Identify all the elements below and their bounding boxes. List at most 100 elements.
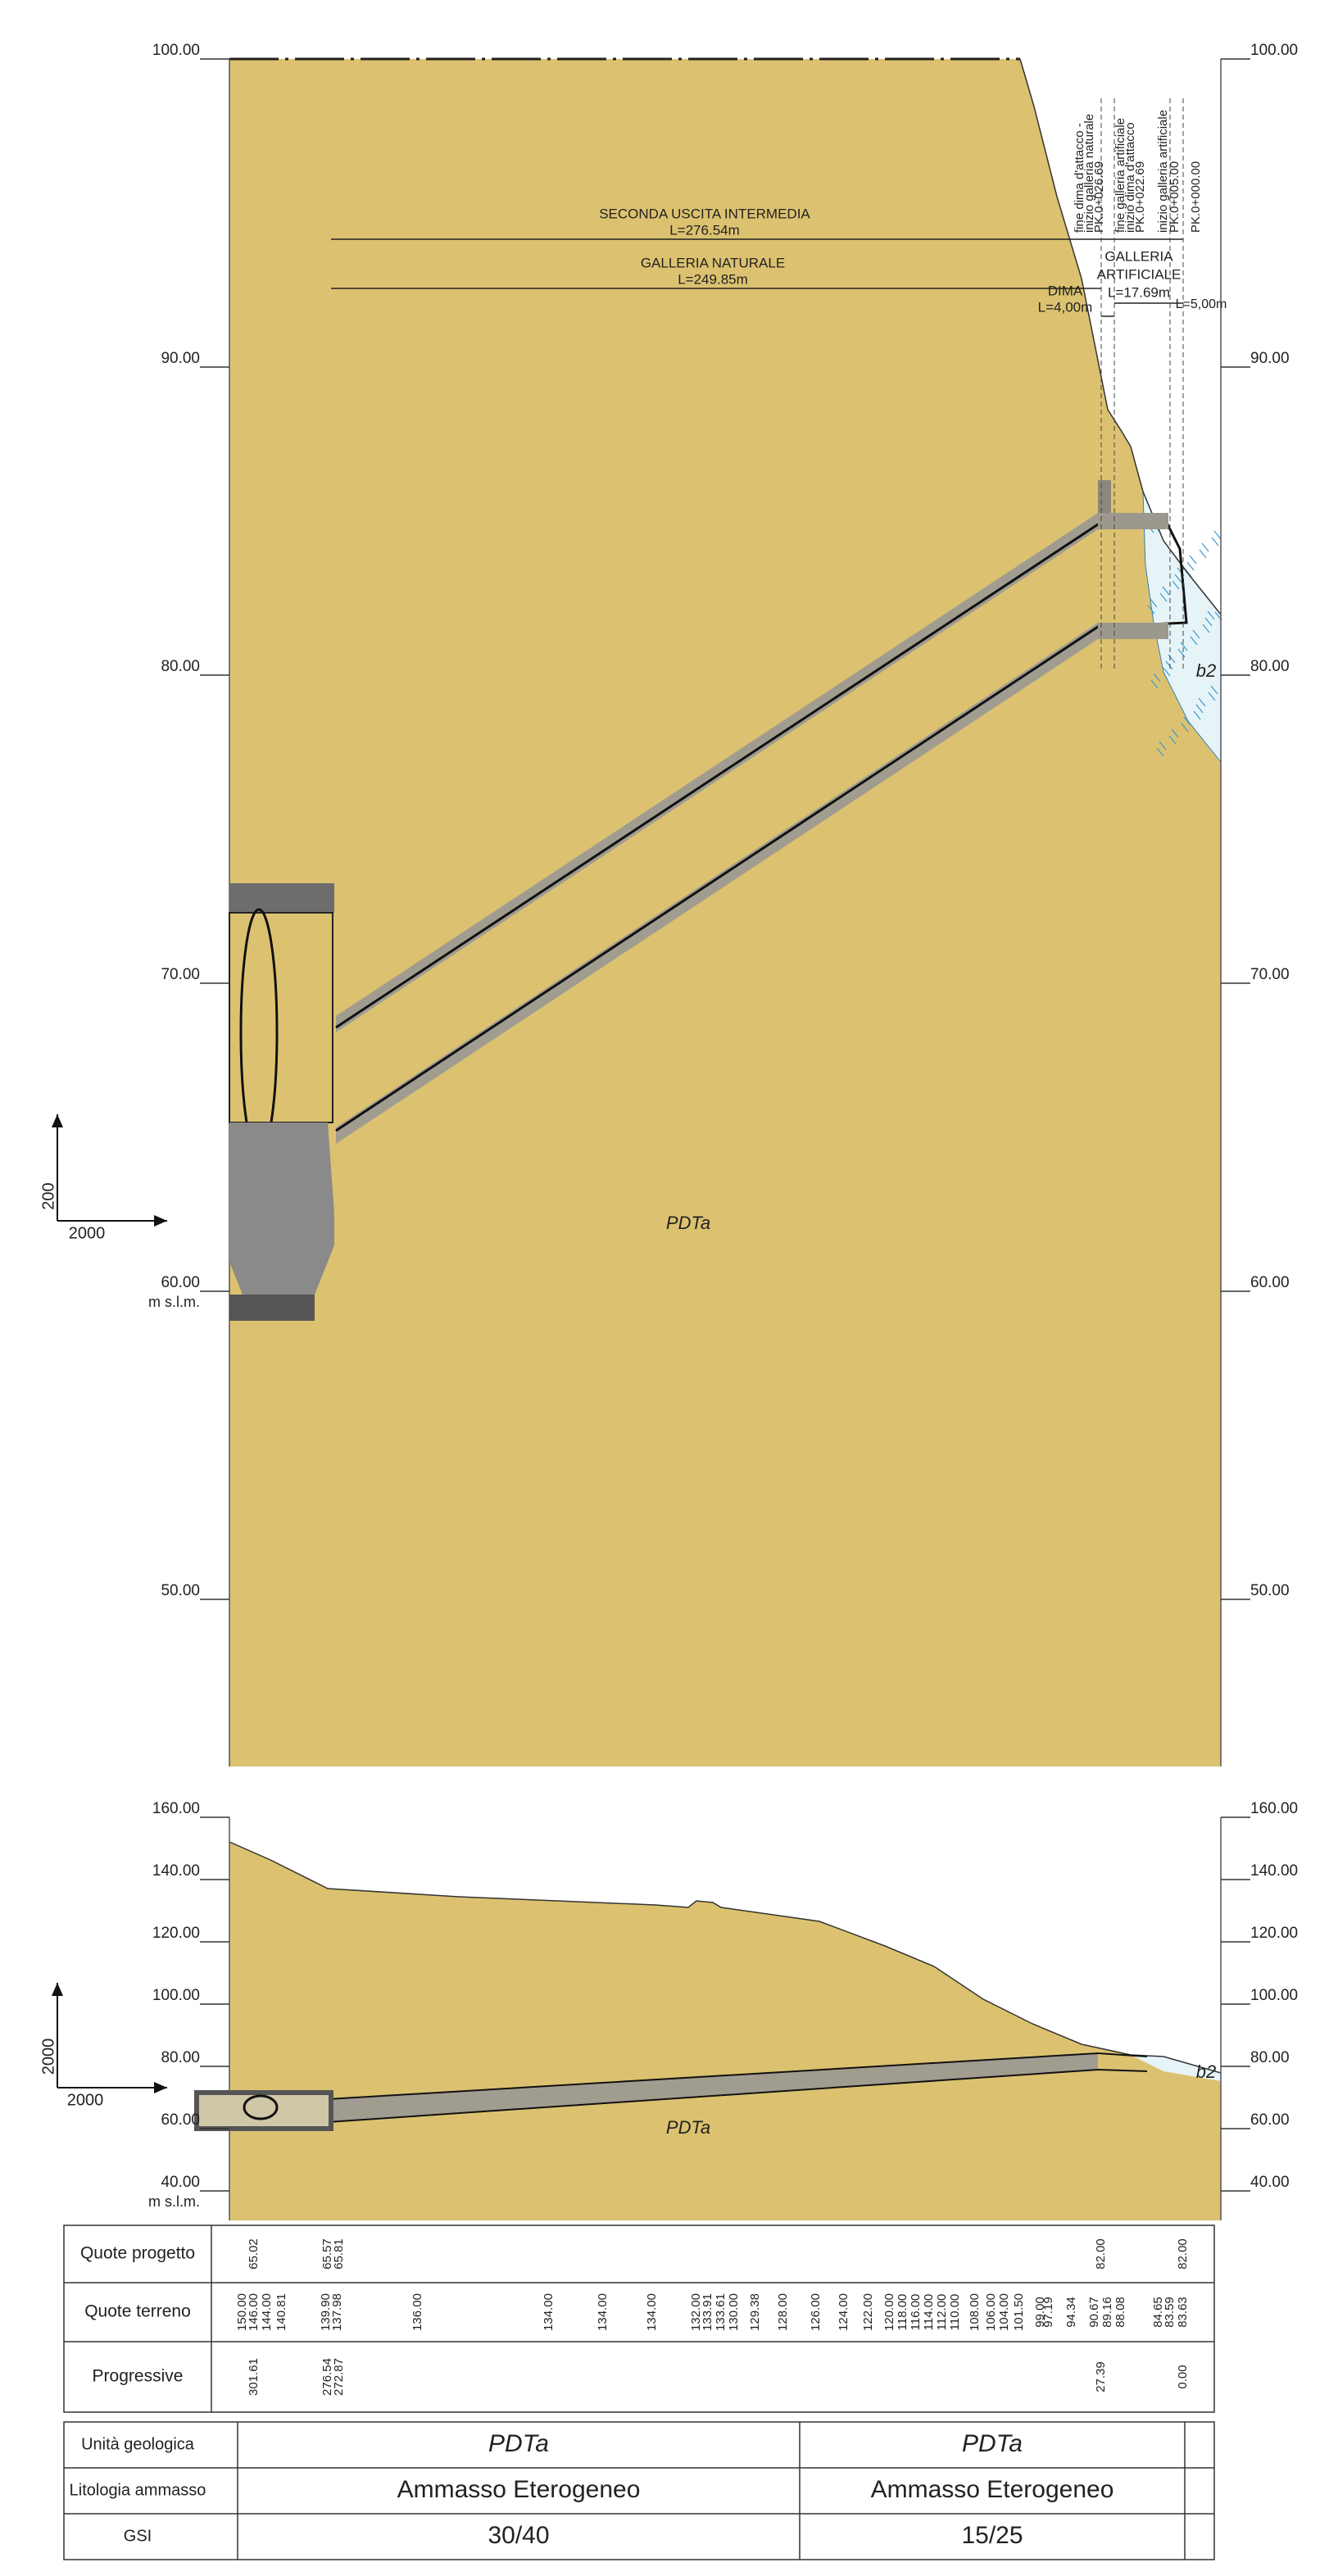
row-value: 136.00 xyxy=(410,2293,424,2331)
unit-cell: PDTa xyxy=(488,2430,549,2457)
elevation-label: 40.00 xyxy=(161,2174,200,2191)
gsi-cell: 15/25 xyxy=(961,2522,1023,2549)
row-value: 134.00 xyxy=(645,2293,659,2331)
row-value: 27.39 xyxy=(1094,2361,1108,2392)
b2-hatch xyxy=(1162,586,1170,596)
dimension-length: L=249.85m xyxy=(678,271,748,287)
row-value: 90.67 xyxy=(1087,2297,1101,2328)
station-label: PK.0+005.00 xyxy=(1168,161,1182,233)
b2-hatch xyxy=(1198,697,1206,707)
row-value: 84.65 xyxy=(1151,2297,1165,2328)
row-value: 114.00 xyxy=(922,2294,936,2331)
ground xyxy=(229,59,1221,1766)
row-value: 120.00 xyxy=(882,2293,896,2331)
b2-hatch xyxy=(1207,610,1215,620)
station-label: inizio galleria artificiale xyxy=(1156,110,1170,233)
unit-label: b2 xyxy=(1196,660,1216,681)
row-value: 140.81 xyxy=(274,2293,288,2331)
elevation-label: 70.00 xyxy=(1250,966,1290,983)
scale-label: 200 xyxy=(39,1182,57,1209)
b2-hatch xyxy=(1153,673,1161,683)
row-value: 101.50 xyxy=(1012,2293,1026,2331)
elevation-label: 50.00 xyxy=(1250,1582,1290,1599)
b2-hatch xyxy=(1211,537,1219,546)
b2-hatch xyxy=(1165,660,1173,670)
b2-hatch xyxy=(1150,598,1158,608)
b2-hatch xyxy=(1193,710,1201,720)
row-value: 82.00 xyxy=(1176,2238,1190,2270)
header-cell: Unità geologica xyxy=(81,2435,195,2453)
elevation-label: 60.00 xyxy=(161,1274,200,1291)
unit-cell: PDTa xyxy=(962,2430,1023,2457)
tunnel-edge xyxy=(327,2052,1148,2100)
shaft xyxy=(194,2090,333,2131)
b2-hatch xyxy=(1150,679,1159,689)
elevation-label: 80.00 xyxy=(161,658,200,675)
row-label: Progressive xyxy=(93,2367,184,2386)
shaft-top xyxy=(229,883,334,913)
elevation-label: 120.00 xyxy=(152,1925,200,1942)
dimension-length: L=276.54m xyxy=(669,222,740,238)
row-value: 116.00 xyxy=(909,2294,923,2331)
elevation-label: 100.00 xyxy=(152,1987,200,2004)
station-label: fine galleria artificiale xyxy=(1113,118,1127,233)
elevation-label: 140.00 xyxy=(152,1862,200,1880)
b2-hatch xyxy=(1156,747,1164,757)
b2-hatch xyxy=(1204,617,1213,627)
row-value: 130.00 xyxy=(727,2293,741,2331)
b2-hatch xyxy=(1177,648,1186,658)
elevation-label: 80.00 xyxy=(161,2049,200,2066)
elevation-label: 120.00 xyxy=(1250,1925,1298,1942)
row-label: Quote terreno xyxy=(84,2302,191,2321)
table-frame xyxy=(63,2225,1215,2413)
row-value: 112.00 xyxy=(935,2294,949,2331)
dimension-title: GALLERIA NATURALE xyxy=(641,255,785,270)
b2-hatch xyxy=(1189,555,1197,565)
dimension-length: L=5,00m xyxy=(1176,297,1227,311)
row-value: 134.00 xyxy=(596,2293,610,2331)
row-value: 301.61 xyxy=(247,2358,261,2396)
station-label: inizio galleria naturale xyxy=(1082,114,1096,233)
elevation-label: 80.00 xyxy=(1250,658,1290,675)
row-value: 144.00 xyxy=(260,2293,274,2331)
b2-hatch xyxy=(1181,723,1189,732)
row-value: 133.61 xyxy=(714,2293,728,2331)
b2-hatch xyxy=(1163,667,1171,677)
elevation-label: 90.00 xyxy=(161,350,200,367)
unit-label: PDTa xyxy=(666,2117,710,2138)
row-value: 118.00 xyxy=(896,2294,909,2331)
portal xyxy=(1098,513,1168,529)
row-value: 126.00 xyxy=(809,2293,823,2331)
elevation-label: 160.00 xyxy=(1250,1800,1298,1817)
b2-hatch xyxy=(1183,716,1191,726)
b2-zone xyxy=(1131,2055,1221,2081)
elevation-label: 70.00 xyxy=(161,966,200,983)
b2-hatch xyxy=(1180,642,1188,651)
row-value: 272.87 xyxy=(332,2358,346,2396)
b2-hatch xyxy=(1199,549,1207,559)
terrain-line xyxy=(229,1841,1222,2074)
dimension-length: L=17.69m xyxy=(1108,284,1170,300)
row-value: 122.00 xyxy=(861,2293,875,2331)
b2-hatch xyxy=(1172,580,1180,590)
row-value: 65.02 xyxy=(247,2238,261,2270)
row-value: 89.16 xyxy=(1100,2297,1114,2328)
row-value: 88.08 xyxy=(1113,2297,1127,2328)
row-value: 150.00 xyxy=(235,2293,249,2331)
unit-label: b2 xyxy=(1196,2061,1216,2082)
header-cell: GSI xyxy=(124,2527,152,2545)
unit-label: PDTa xyxy=(666,1213,710,1233)
row-value: 110.00 xyxy=(948,2294,962,2331)
elevation-label: 90.00 xyxy=(1250,350,1290,367)
row-value: 82.00 xyxy=(1094,2238,1108,2270)
dimension-title: GALLERIA xyxy=(1104,248,1173,264)
b2-hatch xyxy=(1171,728,1179,738)
portal xyxy=(1098,623,1168,639)
b2-hatch xyxy=(1174,574,1182,583)
elevation-label: 40.00 xyxy=(1250,2174,1290,2191)
elevation-label: 160.00 xyxy=(152,1800,200,1817)
dimension-length: L=4,00m xyxy=(1038,299,1093,315)
scale-arrowhead xyxy=(154,2082,167,2093)
tunnel-lower-view xyxy=(328,2053,1098,2122)
